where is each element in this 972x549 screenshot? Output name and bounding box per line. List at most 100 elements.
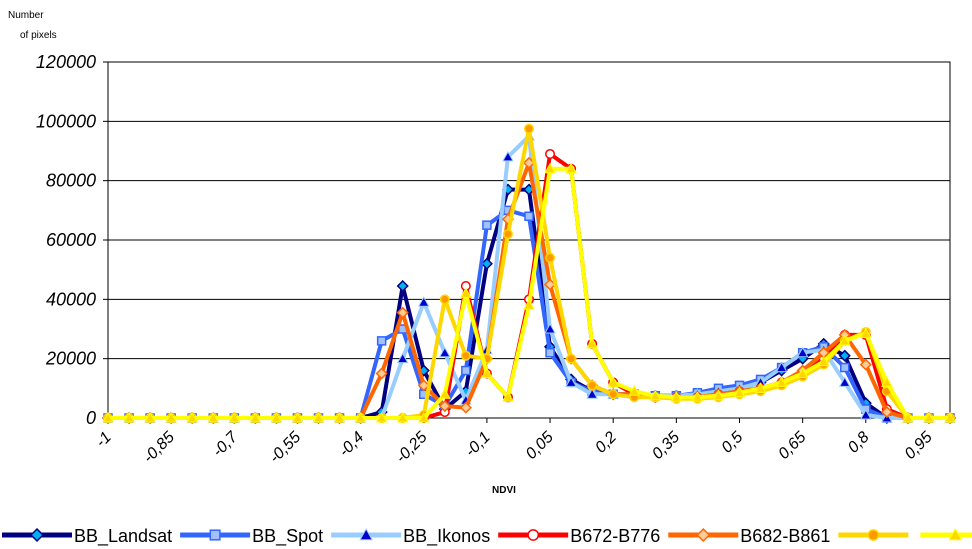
data-point — [691, 391, 704, 402]
data-point — [186, 411, 199, 423]
y-axis-label-line-1: Number — [8, 10, 44, 21]
x-tick-label: -0,25 — [393, 429, 431, 467]
data-point — [754, 382, 767, 393]
legend-marker — [527, 529, 540, 541]
data-point — [249, 411, 262, 423]
x-tick-label: 0,65 — [775, 429, 809, 463]
data-point — [545, 347, 555, 358]
series-line — [108, 166, 950, 420]
legend-item-1: BB_Landsat — [2, 526, 172, 547]
data-point — [545, 148, 556, 159]
data-point — [840, 362, 850, 373]
legend-label: BB_Landsat — [74, 526, 172, 547]
x-tick-label: -0,4 — [336, 429, 368, 461]
data-point — [775, 376, 788, 387]
data-point — [607, 376, 620, 387]
y-axis-label-line-2: of pixels — [20, 30, 57, 41]
legend-marker — [29, 527, 45, 543]
data-point — [838, 376, 851, 387]
data-point — [270, 411, 283, 423]
legend-item-3: BB_Ikonos — [331, 526, 490, 547]
y-tick-label: 100000 — [36, 111, 96, 131]
y-tick-label: 20000 — [45, 349, 96, 369]
series-3 — [102, 130, 956, 423]
x-tick-label: -0,55 — [266, 429, 304, 467]
data-point — [439, 294, 450, 305]
data-point — [123, 411, 135, 423]
data-point — [502, 391, 514, 402]
data-point — [438, 400, 451, 413]
y-tick-label: 80000 — [46, 171, 96, 191]
data-point — [859, 358, 872, 371]
data-point — [207, 411, 220, 423]
x-tick-label: 0,5 — [719, 429, 747, 457]
y-tick-label: 120000 — [36, 52, 96, 72]
y-tick-label: 60000 — [46, 230, 96, 250]
data-point — [333, 411, 346, 423]
data-point — [565, 162, 577, 174]
data-point — [502, 229, 513, 240]
x-axis-ticks: -1 -0,85 -0,7 -0,55 -0,4 -0,25 -0,1 0,05 0,2 0,35… — [93, 418, 936, 467]
data-point — [586, 337, 598, 349]
data-point — [859, 327, 872, 338]
gridlines — [103, 61, 950, 419]
data-point — [375, 367, 388, 380]
data-point — [544, 322, 556, 334]
data-point — [838, 349, 851, 362]
legend: BB_Landsat BB_Spot BB_Ikonos B672-B776 B682-… — [2, 526, 972, 547]
legend-marker — [359, 527, 373, 541]
x-tick-label: 0,95 — [902, 429, 936, 463]
data-point — [165, 411, 177, 423]
data-point — [417, 411, 430, 423]
legend-item-7 — [920, 527, 972, 541]
data-point — [628, 385, 641, 396]
data-point — [396, 352, 409, 364]
data-point — [523, 299, 535, 310]
legend-marker — [209, 529, 221, 541]
data-point — [881, 376, 893, 387]
x-tick-label: 0,05 — [523, 429, 557, 463]
data-point — [817, 355, 830, 367]
data-point — [482, 220, 492, 230]
data-point — [460, 350, 471, 361]
legend-label: BB_Ikonos — [403, 526, 490, 547]
data-point — [461, 365, 471, 376]
data-point — [565, 376, 577, 387]
data-point — [376, 336, 387, 346]
data-point — [733, 386, 746, 398]
legend-item-4: B672-B776 — [498, 526, 660, 546]
data-point — [459, 401, 472, 414]
data-point — [144, 411, 156, 423]
data-point — [228, 411, 241, 423]
data-point — [608, 389, 619, 400]
data-point — [396, 411, 409, 423]
data-point — [481, 367, 493, 378]
data-point — [544, 162, 556, 174]
data-point — [944, 411, 956, 423]
data-point — [586, 388, 598, 399]
data-point — [838, 334, 851, 346]
data-point — [524, 211, 534, 222]
data-point — [670, 391, 683, 402]
x-tick-label: 0,8 — [845, 429, 873, 457]
y-tick-label: 40000 — [46, 289, 96, 309]
data-point — [796, 346, 809, 358]
data-point — [396, 306, 409, 319]
data-point — [102, 411, 114, 423]
data-point — [796, 367, 809, 378]
data-point — [775, 361, 788, 373]
x-axis-label: NDVI — [492, 485, 516, 496]
legend-item-5: B682-B861 — [668, 526, 830, 546]
data-point — [502, 150, 514, 162]
legend-item-2: BB_Spot — [180, 526, 323, 547]
series-line — [108, 134, 950, 420]
legend-marker — [867, 529, 880, 541]
x-tick-label: -0,7 — [210, 428, 242, 460]
data-point — [396, 279, 409, 293]
data-point — [923, 411, 935, 423]
data-point — [545, 252, 556, 263]
x-tick-label: -0,85 — [140, 429, 178, 467]
legend-label: B672-B776 — [570, 526, 660, 546]
data-point — [587, 380, 598, 391]
